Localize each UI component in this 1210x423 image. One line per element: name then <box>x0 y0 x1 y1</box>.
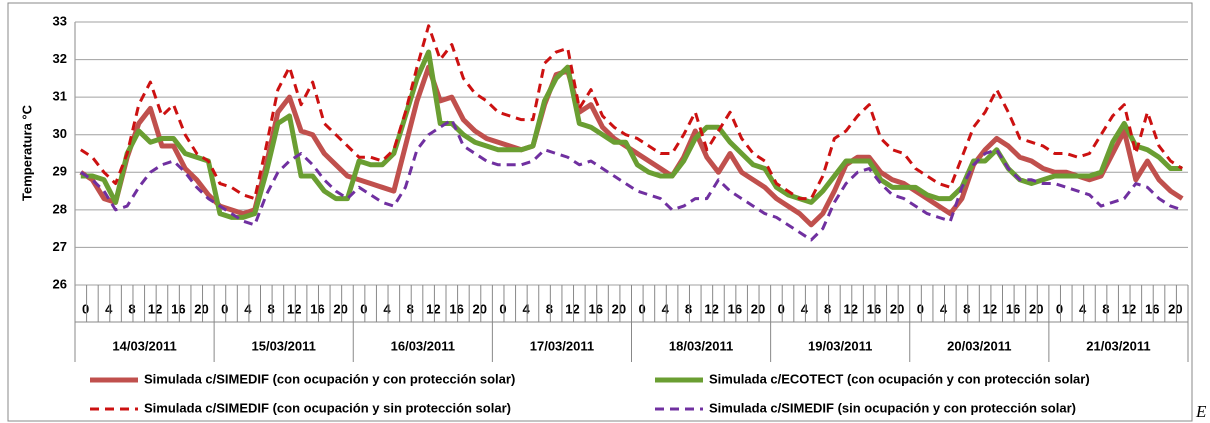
x-tick-label: 8 <box>1102 301 1109 316</box>
y-tick-label: 33 <box>53 13 67 28</box>
series-line <box>79 24 1184 201</box>
y-tick-label: 30 <box>53 126 67 141</box>
group-label: 17/03/2011 <box>530 338 594 353</box>
x-tick-label: 16 <box>310 301 324 316</box>
series-line <box>79 118 1183 242</box>
y-tick-label: 32 <box>53 51 67 66</box>
x-tick-label: 16 <box>1145 301 1159 316</box>
x-tick-label: 8 <box>824 301 831 316</box>
x-tick-label: 0 <box>221 301 228 316</box>
x-tick-label: 12 <box>426 301 440 316</box>
x-tick-label: 12 <box>287 301 301 316</box>
x-tick-label: 0 <box>499 301 506 316</box>
x-tick-label: 20 <box>890 301 904 316</box>
x-tick-label: 4 <box>940 301 948 316</box>
group-label: 20/03/2011 <box>947 338 1011 353</box>
x-tick-label: 12 <box>704 301 718 316</box>
x-tick-label: 20 <box>612 301 626 316</box>
y-tick-label: 26 <box>53 276 67 291</box>
x-tick-label: 12 <box>844 301 858 316</box>
x-tick-label: 16 <box>588 301 602 316</box>
page-fragment: E <box>1195 402 1207 421</box>
x-tick-label: 8 <box>963 301 970 316</box>
x-tick-label: 4 <box>383 301 391 316</box>
group-label: 18/03/2011 <box>669 338 733 353</box>
y-tick-label: 28 <box>53 201 67 216</box>
legend-label: Simulada c/SIMEDIF (sin ocupación y con … <box>709 400 1076 415</box>
x-tick-label: 8 <box>407 301 414 316</box>
x-tick-label: 0 <box>82 301 89 316</box>
x-tick-label: 16 <box>449 301 463 316</box>
x-tick-label: 12 <box>1122 301 1136 316</box>
group-label: 21/03/2011 <box>1086 338 1150 353</box>
x-tick-label: 12 <box>983 301 997 316</box>
y-tick-label: 31 <box>53 89 67 104</box>
x-tick-label: 12 <box>565 301 579 316</box>
group-label: 14/03/2011 <box>112 338 176 353</box>
x-tick-label: 8 <box>128 301 135 316</box>
x-tick-label: 8 <box>267 301 274 316</box>
x-tick-label: 8 <box>685 301 692 316</box>
x-tick-label: 16 <box>867 301 881 316</box>
x-tick-label: 20 <box>1029 301 1043 316</box>
x-tick-label: 0 <box>638 301 645 316</box>
x-tick-label: 0 <box>360 301 367 316</box>
x-tick-label: 4 <box>662 301 670 316</box>
y-tick-label: 29 <box>53 164 67 179</box>
x-tick-label: 20 <box>1168 301 1182 316</box>
x-tick-label: 0 <box>917 301 924 316</box>
x-tick-label: 4 <box>105 301 113 316</box>
x-tick-label: 4 <box>801 301 809 316</box>
group-label: 16/03/2011 <box>391 338 455 353</box>
x-tick-label: 12 <box>148 301 162 316</box>
x-tick-label: 20 <box>473 301 487 316</box>
chart-frame <box>7 2 1193 422</box>
group-label: 19/03/2011 <box>808 338 872 353</box>
x-tick-label: 4 <box>244 301 252 316</box>
y-tick-label: 27 <box>53 239 67 254</box>
legend-label: Simulada c/ECOTECT (con ocupación y con … <box>709 371 1090 386</box>
x-tick-label: 20 <box>333 301 347 316</box>
x-tick-label: 20 <box>751 301 765 316</box>
legend-label: Simulada c/SIMEDIF (con ocupación y con … <box>144 371 515 386</box>
x-tick-label: 0 <box>778 301 785 316</box>
legend-label: Simulada c/SIMEDIF (con ocupación y sin … <box>144 400 511 415</box>
x-tick-label: 16 <box>171 301 185 316</box>
x-tick-label: 4 <box>523 301 531 316</box>
x-tick-label: 16 <box>1006 301 1020 316</box>
x-tick-label: 20 <box>194 301 208 316</box>
group-label: 15/03/2011 <box>252 338 316 353</box>
y-axis-title: Temperatura °C <box>19 104 34 201</box>
x-tick-label: 8 <box>546 301 553 316</box>
x-tick-label: 16 <box>728 301 742 316</box>
x-tick-label: 0 <box>1056 301 1063 316</box>
x-tick-label: 4 <box>1079 301 1087 316</box>
